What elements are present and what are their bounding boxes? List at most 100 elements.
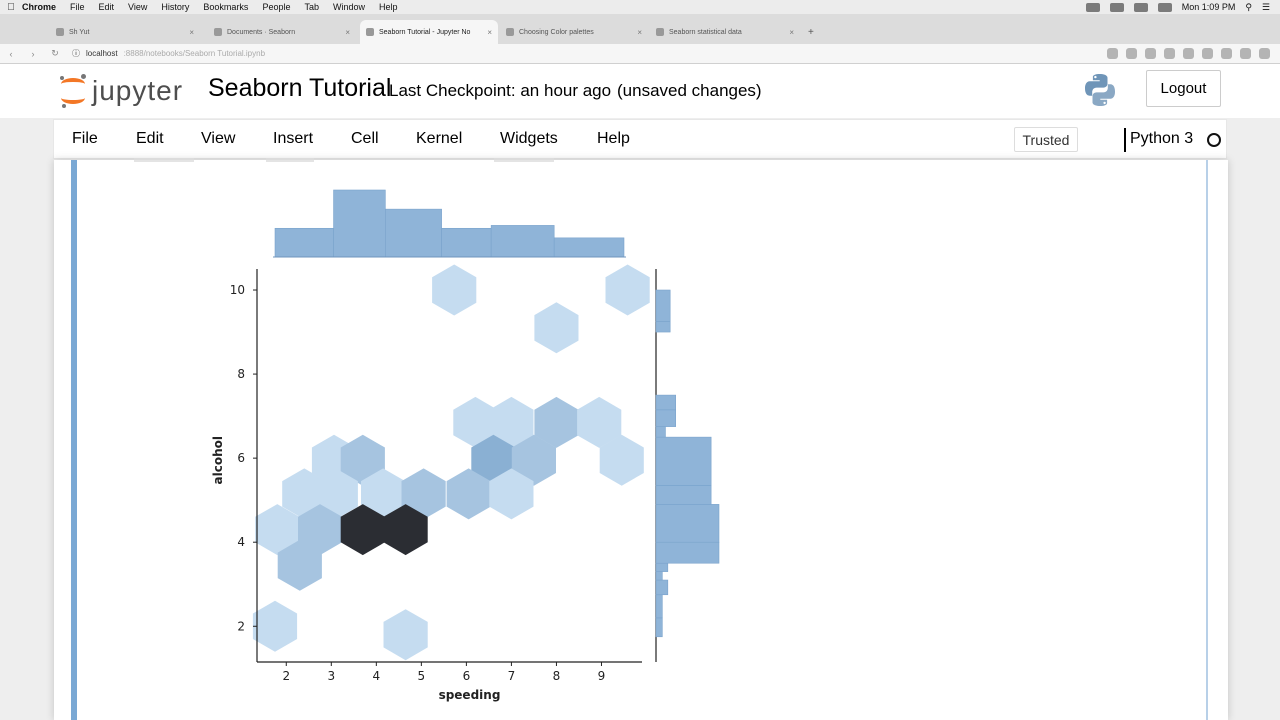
hexbin <box>489 468 534 520</box>
extension-icon[interactable] <box>1202 48 1213 59</box>
macos-menu-window[interactable]: Window <box>332 2 365 12</box>
hexbin <box>252 600 298 652</box>
extension-icon[interactable] <box>1107 48 1118 59</box>
extension-icon[interactable] <box>1221 48 1232 59</box>
python-logo-icon <box>1085 74 1115 106</box>
browser-tabstrip: Sh Yut × Documents · Seaborn × Seaborn Tutor… <box>0 14 1280 44</box>
marginal-y-bar <box>655 594 663 619</box>
apple-icon[interactable]:  <box>0 2 22 13</box>
kernel-idle-icon <box>1207 133 1221 147</box>
macos-menu-help[interactable]: Help <box>379 2 398 12</box>
reload-icon[interactable]: ↻ <box>51 48 59 58</box>
marginal-y-bar <box>655 571 663 581</box>
url-path: :8888/notebooks/Seaborn Tutorial.ipynb <box>123 49 266 58</box>
marginal-y-bar <box>655 394 676 411</box>
tab-close-icon[interactable]: × <box>487 27 492 37</box>
jupyter-wordmark: jupyter <box>92 75 184 106</box>
menu-kernel[interactable]: Kernel <box>416 130 463 147</box>
profile-icon[interactable] <box>1240 48 1251 59</box>
hexbin <box>340 504 385 556</box>
macos-menu-people[interactable]: People <box>262 2 291 12</box>
hexbin <box>401 468 446 520</box>
extension-icon[interactable] <box>1145 48 1156 59</box>
browser-tab[interactable]: Seaborn statistical data × <box>650 20 800 44</box>
star-icon[interactable] <box>1126 48 1137 59</box>
wifi-icon[interactable] <box>1157 2 1172 12</box>
app-name[interactable]: Chrome <box>22 2 57 12</box>
search-icon[interactable]: ⚲ <box>1245 1 1252 12</box>
menu-file[interactable]: File <box>72 130 98 147</box>
hexbin <box>340 434 385 486</box>
hexbin <box>361 468 406 520</box>
logout-button[interactable]: Logout <box>1146 70 1221 107</box>
macos-menu-history[interactable]: History <box>161 2 190 12</box>
forward-icon[interactable]: › <box>31 48 35 59</box>
marginal-y-bar <box>655 617 663 638</box>
macos-menu-file[interactable]: File <box>70 2 85 12</box>
marginal-x-bar <box>553 237 625 258</box>
extension-icons <box>1107 48 1270 59</box>
more-icon[interactable] <box>1259 48 1270 59</box>
x-tick-label: 9 <box>598 669 606 683</box>
checkpoint-status: Last Checkpoint: an hour ago <box>389 81 612 100</box>
marginal-x-bar <box>333 189 386 258</box>
jupyter-header: jupyter Seaborn Tutorial Last Checkpoint… <box>0 64 1280 118</box>
status-icon[interactable] <box>1109 2 1124 12</box>
menu-view[interactable]: View <box>201 130 236 147</box>
back-icon[interactable]: ‹ <box>9 48 13 59</box>
tab-close-icon[interactable]: × <box>189 27 194 37</box>
tab-close-icon[interactable]: × <box>789 27 794 37</box>
macos-menu-tab[interactable]: Tab <box>304 2 319 12</box>
macos-menu-edit[interactable]: Edit <box>98 2 115 12</box>
browser-tab[interactable]: Documents · Seaborn × <box>208 20 356 44</box>
browser-tab[interactable]: Sh Yut × <box>50 20 200 44</box>
tab-title: Choosing Color palettes <box>519 28 594 36</box>
tab-close-icon[interactable]: × <box>345 27 350 37</box>
jupyter-orb-icon <box>58 72 88 110</box>
y-tick-label: 10 <box>230 283 245 297</box>
kernel-name[interactable]: Python 3 <box>1130 130 1194 147</box>
status-icon[interactable] <box>1133 2 1148 12</box>
hexbin-layer <box>252 264 650 661</box>
hexbin <box>446 468 491 520</box>
jupyter-logo[interactable]: jupyter <box>58 72 183 110</box>
y-tick-label: 4 <box>237 535 245 549</box>
y-tick-label: 2 <box>237 619 245 633</box>
hexbin <box>277 539 322 591</box>
notebook-title[interactable]: Seaborn Tutorial <box>208 74 392 102</box>
menu-edit[interactable]: Edit <box>136 130 164 147</box>
selected-cell-indicator <box>71 160 77 720</box>
hexbin <box>432 264 477 316</box>
browser-tab[interactable]: Seaborn Tutorial - Jupyter No × <box>360 20 498 44</box>
x-tick-label: 7 <box>508 669 516 683</box>
menu-cell[interactable]: Cell <box>351 130 379 147</box>
clock[interactable]: Mon 1:09 PM <box>1181 2 1236 12</box>
extension-icon[interactable] <box>1183 48 1194 59</box>
macos-menu-bookmarks[interactable]: Bookmarks <box>203 2 249 12</box>
new-tab-button[interactable]: + <box>802 20 822 44</box>
menu-icon[interactable]: ☰ <box>1261 1 1270 12</box>
tab-close-icon[interactable]: × <box>637 27 642 37</box>
menu-widgets[interactable]: Widgets <box>500 130 558 147</box>
hexbin <box>383 504 428 556</box>
status-icon[interactable] <box>1085 2 1100 12</box>
marginal-x-bar <box>385 208 442 258</box>
notebook-menubar: Trusted Python 3 File Edit View Insert Cell K… <box>53 119 1227 159</box>
address-bar[interactable]: ⓘ localhost :8888/notebooks/Seaborn Tuto… <box>72 48 265 59</box>
marginal-y-histogram <box>655 269 720 662</box>
tab-title: Sh Yut <box>69 28 90 36</box>
x-tick-label: 3 <box>327 669 335 683</box>
tab-favicon <box>214 28 222 36</box>
macos-menu-view[interactable]: View <box>128 2 148 12</box>
y-axis-label: alcohol <box>211 436 225 484</box>
extension-icon[interactable] <box>1164 48 1175 59</box>
browser-tab[interactable]: Choosing Color palettes × <box>500 20 648 44</box>
trusted-indicator[interactable]: Trusted <box>1014 127 1078 152</box>
autosave-status: (unsaved changes) <box>617 81 762 100</box>
menu-insert[interactable]: Insert <box>273 130 314 147</box>
hexbin <box>383 609 428 661</box>
marginal-y-bar <box>655 289 671 322</box>
hexbin <box>313 468 358 520</box>
menu-help[interactable]: Help <box>597 130 630 147</box>
x-tick-label: 8 <box>553 669 561 683</box>
